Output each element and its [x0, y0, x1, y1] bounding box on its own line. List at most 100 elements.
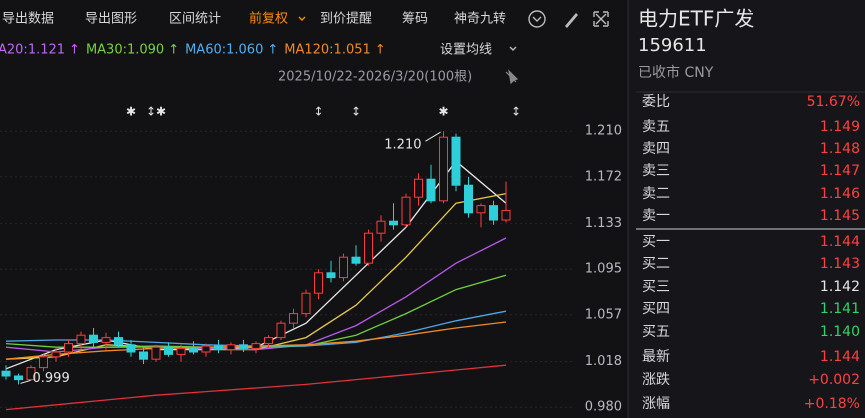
quote-value: 1.149 [820, 119, 860, 135]
candle-body [351, 256, 361, 264]
quote-label: 卖四 [642, 141, 670, 157]
candle-body [51, 351, 61, 358]
annotation-label: 1.210 [384, 138, 421, 153]
candle-body [239, 344, 248, 349]
toolbar-button[interactable]: 区间统计 [169, 12, 221, 27]
y-tick-label: 1.018 [585, 354, 622, 369]
quote-value: 1.142 [820, 279, 860, 295]
quote-label: 涨幅 [642, 396, 670, 412]
toolbar-button[interactable]: 神奇九转 [454, 11, 506, 27]
event-marker: ↕ [351, 105, 361, 119]
quote-value: 1.143 [820, 256, 860, 272]
toolbar-button[interactable]: 筹码 [402, 11, 428, 27]
candle-body [389, 220, 398, 226]
event-marker: ✱ [126, 105, 136, 119]
y-tick-label: 1.095 [585, 262, 622, 277]
quote-label: 卖五 [642, 119, 670, 135]
quote-label: 委比 [642, 94, 670, 110]
annotation-arrow [425, 131, 441, 142]
ma-legend-arrow: ↑ [375, 43, 386, 58]
annotation-label: 0.999 [33, 371, 70, 386]
y-tick-label: 1.210 [585, 124, 622, 139]
candle-body [439, 136, 448, 202]
candle-body [214, 345, 223, 351]
candle-body [376, 220, 386, 234]
candle-body [226, 344, 236, 351]
quote-value: 1.146 [820, 186, 860, 202]
y-tick-label: 0.980 [585, 400, 622, 415]
candle-body [339, 256, 348, 279]
pin-icon[interactable] [505, 69, 519, 85]
candle-body [101, 337, 111, 343]
quote-label: 涨跌 [642, 372, 670, 388]
expand-icon[interactable] [593, 11, 609, 27]
security-name: 电力ETF广发 [638, 7, 754, 31]
candle-body [364, 232, 373, 264]
candle-body [289, 313, 298, 324]
quote-label: 买二 [642, 256, 670, 272]
ma-legend-label: A20:1.121 [0, 43, 65, 58]
quote-value: 1.148 [820, 141, 860, 157]
event-marker: ↕✱ [146, 105, 166, 119]
range-label: 2025/10/22-2026/3/20(100根) [278, 70, 472, 85]
toolbar-button[interactable]: 前复权 [249, 11, 288, 27]
quote-value: 1.147 [820, 163, 860, 179]
annotation-arrow [20, 379, 31, 384]
toolbar-button[interactable]: 导出数据 [2, 12, 54, 27]
candle-body [114, 337, 123, 346]
candle-body [14, 375, 23, 381]
ma-legend-arrow: ↑ [267, 43, 278, 58]
quote-value: 51.67% [807, 94, 860, 110]
quote-value: +0.18% [804, 396, 860, 412]
candle-body [489, 205, 498, 221]
candle-body [89, 334, 98, 343]
candle-body [39, 356, 48, 369]
y-tick-label: 1.057 [585, 307, 622, 322]
candle-body [164, 346, 173, 355]
candle-body [251, 343, 261, 349]
candle-body [301, 292, 311, 315]
quote-label: 卖三 [642, 163, 670, 179]
ma-legend-label: MA120:1.051 [284, 43, 371, 58]
candle-body [264, 337, 273, 345]
y-tick-label: 1.172 [585, 169, 622, 184]
candle-body [464, 184, 473, 214]
icon-chevron [532, 16, 542, 22]
market-status: 已收市 CNY [638, 64, 714, 81]
event-marker: ↕ [511, 105, 521, 119]
candle-body [314, 272, 323, 294]
quote-label: 买一 [642, 234, 670, 250]
quote-value: 1.140 [820, 324, 860, 340]
candle-body [64, 343, 73, 353]
icon-circle [528, 10, 546, 28]
candle-body [276, 322, 286, 339]
candle-body [76, 334, 86, 345]
quote-value: 1.144 [820, 234, 860, 250]
brush-icon[interactable] [565, 13, 578, 28]
toolbar-button[interactable]: 到价提醒 [320, 11, 372, 27]
candle-body [151, 346, 161, 360]
candle-body [176, 347, 186, 355]
y-tick-label: 1.133 [585, 216, 622, 231]
ma-line [5, 364, 507, 411]
toolbar-button[interactable]: 导出图形 [85, 12, 137, 27]
quote-value: 1.144 [820, 349, 860, 365]
quote-label: 最新 [642, 349, 670, 365]
dropdown-chevron [298, 16, 306, 21]
collapse-icon[interactable] [528, 10, 546, 28]
candle-body [451, 136, 461, 186]
candle-body [1, 370, 11, 377]
candle-body [201, 345, 211, 353]
quote-value: 1.145 [820, 208, 860, 224]
quote-label: 买三 [642, 279, 670, 295]
quote-label: 买四 [642, 301, 670, 317]
event-marker: ✱ [438, 105, 448, 119]
quote-panel [628, 0, 865, 418]
quote-label: 卖二 [642, 186, 670, 202]
quote-label: 卖一 [642, 208, 670, 224]
security-code: 159611 [638, 35, 707, 56]
candle-body [414, 178, 423, 198]
candle-body [26, 367, 36, 381]
ma-settings[interactable]: 设置均线 [440, 43, 492, 58]
